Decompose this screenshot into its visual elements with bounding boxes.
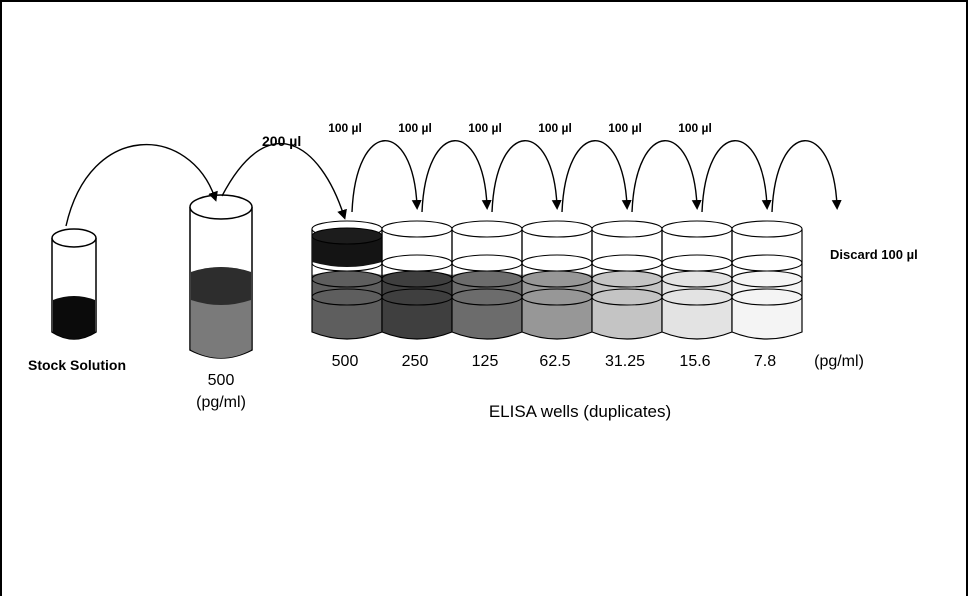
tube-concentration-value: 500 bbox=[208, 372, 235, 389]
transfer-100-label: 100 µl bbox=[538, 121, 572, 135]
transfer-arrow bbox=[561, 140, 632, 213]
stock-solution-label: Stock Solution bbox=[28, 357, 126, 373]
transfer-100-label: 100 µl bbox=[398, 121, 432, 135]
transfer-arrow bbox=[701, 140, 772, 213]
transfer-arrow bbox=[631, 140, 702, 213]
transfer-100-label: 100 µl bbox=[608, 121, 642, 135]
transfer-100-label: 100 µl bbox=[468, 121, 502, 135]
well-concentration-label: 500 bbox=[332, 353, 359, 370]
elisa-well bbox=[731, 220, 803, 340]
discard-label: Discard 100 µl bbox=[830, 247, 918, 262]
elisa-well bbox=[521, 220, 593, 340]
transfer-200-label: 200 µl bbox=[262, 133, 301, 149]
tube-concentration-unit: (pg/ml) bbox=[196, 394, 246, 411]
well-concentration-label: 15.6 bbox=[679, 353, 710, 370]
stock-tube bbox=[51, 228, 97, 340]
dilution-tube bbox=[189, 194, 253, 359]
elisa-well bbox=[451, 220, 523, 340]
well-concentration-label: 7.8 bbox=[754, 353, 776, 370]
transfer-arrow bbox=[491, 140, 562, 213]
well-concentration-label: 31.25 bbox=[605, 353, 645, 370]
transfer-arrow bbox=[771, 140, 842, 213]
transfer-arrow bbox=[351, 140, 422, 213]
elisa-well bbox=[381, 220, 453, 340]
transfer-100-label: 100 µl bbox=[328, 121, 362, 135]
wells-caption: ELISA wells (duplicates) bbox=[489, 402, 671, 421]
tube-to-well-arrow bbox=[221, 142, 347, 220]
transfer-arrow bbox=[421, 140, 492, 213]
stock-to-tube-arrow bbox=[65, 143, 218, 227]
elisa-well bbox=[591, 220, 663, 340]
well-concentration-label: 250 bbox=[402, 353, 429, 370]
well-concentration-label: 125 bbox=[472, 353, 499, 370]
units-label: (pg/ml) bbox=[814, 353, 864, 370]
well-concentration-label: 62.5 bbox=[539, 353, 570, 370]
transfer-100-label: 100 µl bbox=[678, 121, 712, 135]
elisa-well bbox=[661, 220, 733, 340]
elisa-well bbox=[311, 220, 383, 340]
